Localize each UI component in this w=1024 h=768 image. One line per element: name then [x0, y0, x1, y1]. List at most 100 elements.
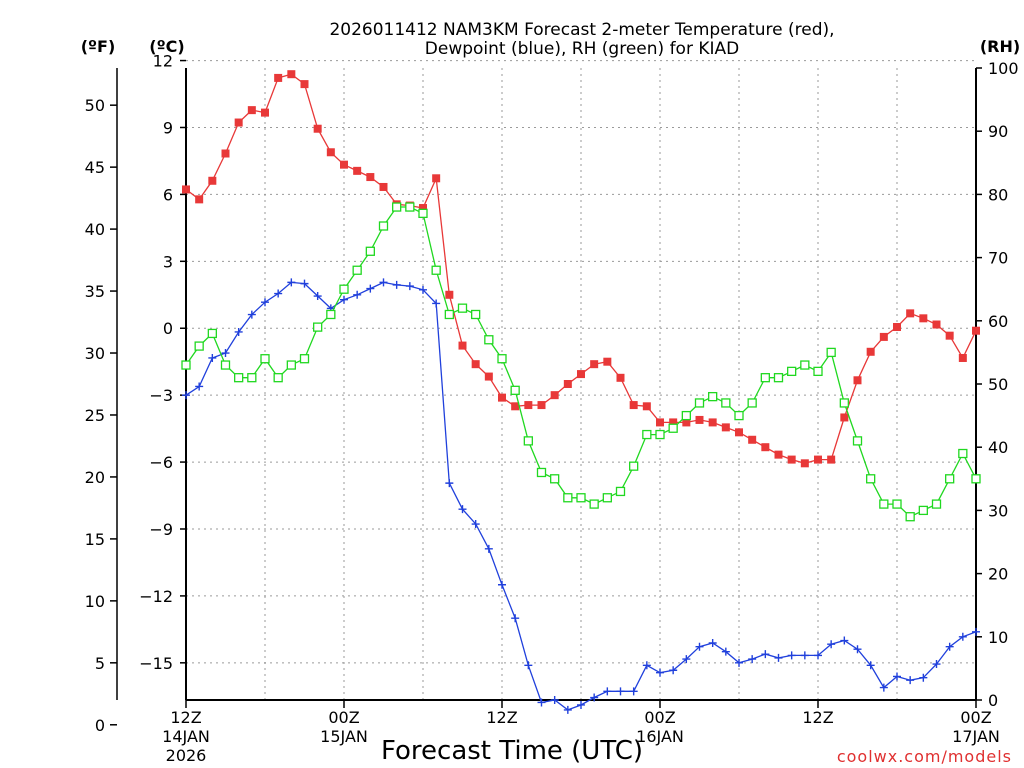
temperature-point	[761, 443, 770, 452]
temperature-point	[247, 106, 256, 115]
rh-tick-label: 70	[988, 249, 1008, 268]
rh-point	[642, 429, 652, 440]
rh-point	[576, 493, 586, 503]
temperature-point	[853, 376, 862, 385]
rh-point	[457, 303, 468, 313]
dewpoint-point	[932, 660, 941, 669]
fahrenheit-tick-label: 25	[85, 406, 105, 425]
dewpoint-point	[958, 632, 967, 641]
temperature-point	[748, 435, 757, 444]
celsius-tick-label: −6	[149, 453, 173, 472]
rh-point	[589, 499, 599, 509]
rh-point	[181, 360, 191, 370]
rh-point	[668, 423, 678, 433]
temperature-point	[287, 70, 296, 79]
rh-point	[207, 328, 217, 339]
temperature-point	[682, 418, 691, 427]
rh-tick-label: 10	[988, 628, 1008, 647]
rh-tick-label: 30	[988, 501, 1008, 520]
data-series	[181, 70, 981, 714]
temperature-point	[182, 185, 190, 194]
rh-point	[471, 309, 481, 320]
dewpoint-point	[853, 645, 862, 654]
rh-point	[378, 221, 389, 231]
dewpoint-point	[524, 661, 533, 670]
rh-point	[247, 373, 257, 383]
rh-point	[339, 284, 349, 294]
temperature-point	[972, 326, 980, 335]
temperature-point	[669, 418, 678, 427]
temperature-point	[261, 108, 269, 117]
temperature-point	[379, 182, 388, 191]
rh-point	[392, 202, 402, 212]
rh-point	[352, 265, 362, 275]
axes	[110, 59, 982, 726]
temperature-point	[893, 322, 901, 331]
time-tick-label: 12Z	[802, 708, 833, 727]
rh-point	[826, 347, 836, 358]
celsius-tick-label: 9	[163, 118, 173, 137]
dewpoint-point	[735, 658, 743, 667]
dewpoint-point	[261, 298, 269, 307]
dewpoint-series	[182, 278, 980, 714]
temperature-point	[484, 372, 493, 381]
dewpoint-point	[893, 672, 901, 681]
dewpoint-point	[906, 676, 915, 685]
time-tick-label: 00Z	[960, 708, 991, 727]
dewpoint-point	[392, 280, 401, 289]
temperature-point	[419, 204, 427, 213]
dewpoint-point	[590, 693, 599, 702]
temperature-point	[208, 176, 217, 185]
celsius-tick-label: −9	[149, 520, 173, 539]
temperature-point	[958, 353, 967, 362]
temperature-point	[432, 174, 441, 183]
dewpoint-point	[274, 289, 283, 298]
temperature-point	[814, 455, 822, 464]
rh-point	[234, 373, 244, 383]
dewpoint-point	[458, 505, 467, 514]
rh-point	[299, 354, 310, 364]
rh-point	[273, 373, 283, 383]
dewpoint-point	[432, 299, 441, 308]
dewpoint-point	[919, 673, 928, 682]
dewpoint-point	[879, 683, 888, 692]
temperature-point	[721, 423, 730, 432]
temperature-point	[603, 357, 612, 366]
rh-point	[431, 265, 441, 275]
dewpoint-point	[498, 580, 506, 589]
dewpoint-point	[800, 651, 809, 660]
rh-point	[550, 474, 560, 484]
rh-point	[365, 246, 375, 256]
fahrenheit-tick-label: 35	[85, 282, 105, 301]
temperature-point	[695, 415, 704, 424]
dewpoint-point	[972, 627, 980, 636]
temperature-point	[735, 428, 743, 437]
dewpoint-point	[340, 295, 348, 304]
temperature-point	[774, 450, 783, 459]
time-tick-label: 00Z	[328, 708, 359, 727]
temperature-point	[353, 166, 362, 175]
dewpoint-point	[774, 653, 783, 662]
celsius-tick-label: 0	[163, 319, 173, 338]
rh-point	[734, 410, 744, 421]
rh-point	[905, 512, 915, 522]
credit-label: coolwx.com/models	[837, 747, 1012, 766]
rh-point	[760, 373, 770, 383]
rh-point	[708, 391, 718, 402]
temperature-point	[919, 314, 928, 323]
rh-tick-label: 100	[988, 59, 1019, 78]
dewpoint-point	[234, 327, 243, 336]
dewpoint-point	[695, 642, 704, 651]
rh-point	[866, 474, 876, 484]
fahrenheit-tick-label: 20	[85, 468, 105, 487]
rh-tick-label: 40	[988, 438, 1008, 457]
dewpoint-point	[787, 651, 796, 660]
celsius-tick-label: −12	[139, 587, 173, 606]
temperature-point	[932, 320, 941, 329]
rh-point	[958, 448, 968, 459]
rh-point	[655, 429, 665, 440]
dewpoint-point	[182, 391, 190, 400]
temperature-point	[656, 418, 664, 427]
rh-tick-label: 60	[988, 312, 1008, 331]
